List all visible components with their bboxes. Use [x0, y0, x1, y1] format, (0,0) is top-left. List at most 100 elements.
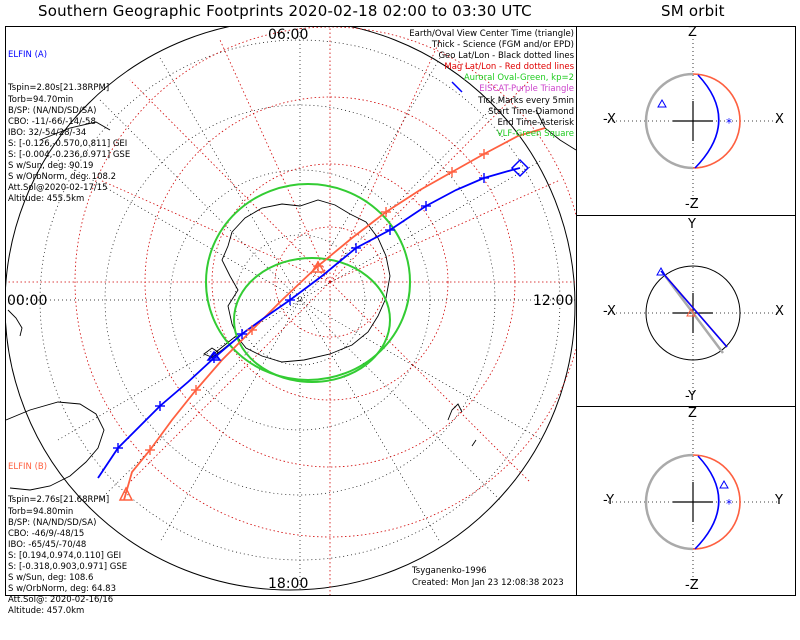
elfin-a-name: ELFIN (A): [8, 50, 48, 61]
elfin-b-track: [123, 127, 546, 501]
australia-coastline: [39, 121, 111, 141]
elfin-b-info-line: B/SP: (NA/ND/SD/SA): [8, 517, 97, 528]
orbit-label-top: Z: [688, 25, 697, 40]
elfin-a-tick: [155, 401, 165, 411]
elfin-b-info-line: IBO: -65/45/-70/48: [8, 539, 87, 550]
orbit-plots: **: [608, 39, 778, 584]
elfin-a-info: ELFIN (A) Tspin=2.80s[21.38RPM] Torb=94.7…: [8, 28, 130, 228]
elfin-a-info-line: S: [-0.004,-0.236,0.971] GSE: [8, 150, 131, 161]
end-asterisk: *: [726, 116, 732, 130]
orbit-panel-yz: [576, 406, 796, 596]
elfin-b-center-triangle: [310, 260, 326, 273]
elfin-a-start-diamond: [510, 158, 530, 178]
elfin-b-orbit: [692, 454, 741, 550]
elfin-a-tick: [237, 329, 247, 339]
elfin-b-info-line: S w/OrbNorm, deg: 64.83: [8, 584, 117, 595]
elfin-a-center-triangle: [206, 350, 222, 361]
elfin-b-tick: [145, 445, 155, 455]
elfin-b-info-line: CBO: -46/9/-48/15: [8, 528, 85, 539]
auroral-oval-inner: [233, 257, 391, 383]
legend-item: Geo Lat/Lon - Black dotted lines: [438, 51, 574, 62]
legend-item: Tick Marks every 5min: [478, 95, 574, 106]
auroral-oval-outer: [205, 183, 411, 381]
elfin-a-info-line: S: [-0.126,-0.570,0.811] GEI: [8, 138, 128, 149]
legend-item: Earth/Oval View Center Time (triangle): [409, 29, 574, 39]
elfin-b-tick: [247, 325, 257, 335]
orbit-label-left: -X: [603, 304, 616, 319]
orbit-label-top: Y: [688, 217, 696, 232]
orbit-projection: [644, 72, 694, 170]
start-triangle: [657, 98, 667, 108]
hour-label-top: 06:00: [268, 27, 309, 43]
elfin-b-tick: [479, 149, 489, 159]
orbit-label-left: -Y: [603, 493, 615, 508]
model-credit: Tsyganenko-1996: [412, 566, 487, 576]
elfin-a-info-line: Att.Sol@2020-02-17/15: [8, 183, 108, 194]
main-title: Southern Geographic Footprints 2020-02-1…: [38, 2, 532, 20]
geo-grid: [10, 27, 575, 590]
elfin-a-info-line: B/SP: (NA/ND/SD/SA): [8, 105, 97, 116]
hour-label-left: 00:00: [7, 293, 48, 309]
elfin-a-info-line: CBO: -11/-66/-14/-58: [8, 116, 96, 127]
orbit-title: SM orbit: [661, 2, 725, 20]
elfin-b-tick: [381, 207, 391, 217]
elfin-a-info-line: Tspin=2.80s[21.38RPM]: [8, 83, 110, 94]
figure: Southern Geographic Footprints 2020-02-1…: [5, 2, 796, 616]
elfin-b-info-line: Altitude: 457.0km: [8, 606, 85, 617]
center-triangle: [686, 307, 696, 317]
elfin-b-info-line: S: [0.194,0.974,0.110] GEI: [8, 550, 122, 561]
elfin-a-info-line: S w/OrbNorm, deg: 108.2: [8, 172, 117, 183]
elfin-a-info-line: Torb=94.70min: [8, 94, 74, 105]
legend-item: Thick - Science (FGM and/or EPD): [431, 40, 574, 51]
hour-label-bottom: 18:00: [268, 576, 309, 592]
legend-item: VLF-Green Square: [496, 128, 574, 139]
orbit-label-bottom: -Y: [685, 389, 697, 404]
elfin-b-info-line: Torb=94.80min: [8, 506, 74, 517]
elfin-a-tick: [421, 201, 431, 211]
elfin-b-tick: [191, 385, 201, 395]
orbit-label-right: Y: [775, 493, 783, 508]
elfin-a-tick: [351, 243, 361, 253]
elfin-b-end-marker: [118, 486, 134, 501]
orbit-label-right: X: [775, 112, 784, 127]
end-asterisk: *: [726, 497, 732, 511]
elfin-a-info-line: Altitude: 455.5km: [8, 194, 85, 205]
earth-circle: [645, 265, 741, 361]
mag-grid: [6, 27, 576, 595]
legend: Earth/Oval View Center Time (triangle) Th…: [409, 29, 574, 140]
elfin-a-orbit: [694, 455, 720, 550]
start-triangle: [719, 479, 729, 489]
hour-label-right: 12:00: [533, 293, 574, 309]
elfin-a-tick: [113, 443, 123, 453]
elfin-a-tick: [385, 225, 395, 235]
legend-item: Start Time-Diamond: [488, 106, 574, 117]
start-triangle: [656, 266, 666, 276]
elfin-b-info-line: S w/Sun, deg: 108.6: [8, 573, 94, 584]
orbit-label-top: Z: [688, 406, 697, 421]
elfin-a-orbit: [660, 270, 728, 348]
footprint-map: [6, 27, 576, 595]
africa-coastline: [535, 109, 576, 151]
legend-item: End Time-Asterisk: [497, 117, 574, 128]
new-zealand-coastline: [7, 309, 23, 337]
elfin-b-orbit: [692, 73, 741, 169]
created-credit: Created: Mon Jan 23 12:08:38 2023: [412, 578, 564, 588]
elfin-a-orbit: [694, 74, 720, 169]
map-globe-outline: [6, 27, 576, 591]
elfin-a-tick: [285, 295, 295, 305]
orbit-label-bottom: -Z: [685, 578, 699, 593]
legend-item: EISCAT-Purple Triangle: [479, 84, 574, 95]
elfin-a-info-line: S w/Sun, deg: 90.19: [8, 161, 94, 172]
elfin-b-info-line: S: [-0.318,0.903,0.971] GSE: [8, 562, 128, 573]
elfin-a-tick: [479, 173, 489, 183]
orbit-projection: [644, 453, 694, 551]
orbit-label-bottom: -Z: [685, 197, 699, 212]
elfin-a-track-start: [451, 81, 463, 93]
elfin-a-tick: [209, 353, 219, 363]
legend-item: Mag Lat/Lon - Red dotted lines: [444, 62, 574, 73]
antarctica-coastline: [221, 199, 391, 363]
elfin-b-name: ELFIN (B): [8, 462, 48, 473]
elfin-b-tick: [447, 167, 457, 177]
orbit-label-left: -X: [603, 112, 616, 127]
south-america-coastline: [6, 401, 105, 491]
